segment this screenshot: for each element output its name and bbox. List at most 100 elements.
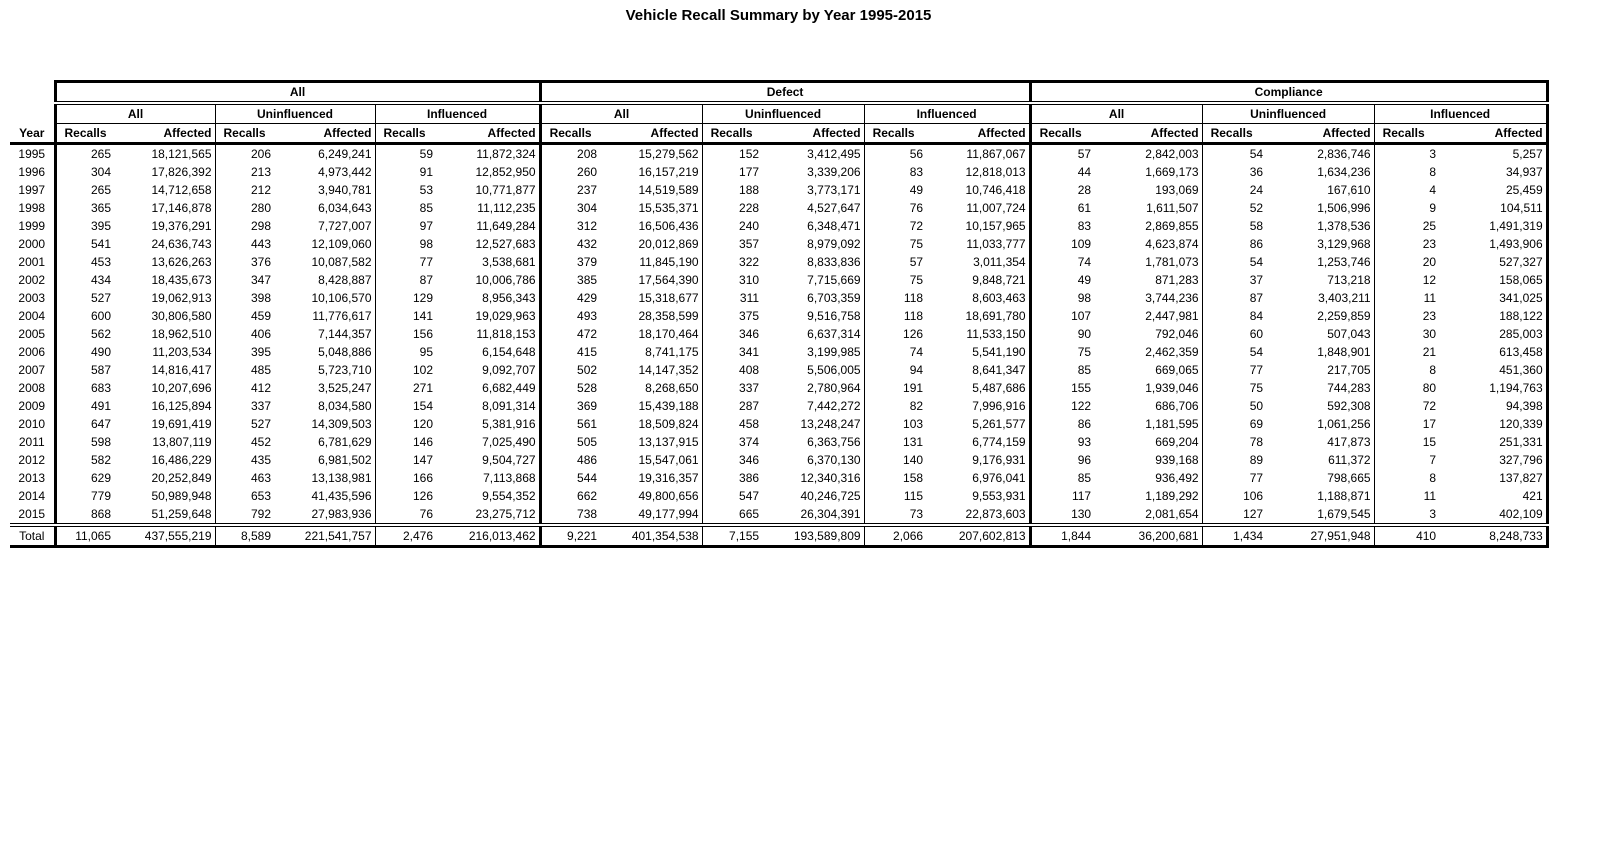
affected-cell: 19,029,963	[475, 309, 536, 323]
recalls-cell: 505	[538, 433, 614, 451]
table-row: 1995 265 18,121,565 206 6,249,241 59 11,872,32…	[10, 143, 1549, 163]
recalls-cell: 415	[538, 343, 614, 361]
affected-cell: 8,641,347	[972, 363, 1026, 377]
affected-cell: 1,848,901	[1317, 345, 1371, 359]
recalls-cell: 779	[53, 487, 127, 505]
recalls-cell: 582	[53, 451, 127, 469]
recalls-cell: 738	[538, 505, 614, 525]
recalls-cell: 30	[1373, 325, 1453, 343]
recalls-cell: 75	[1201, 379, 1280, 397]
affected-cell: 12,109,060	[311, 237, 372, 251]
affected-cell: 11,776,617	[312, 309, 372, 323]
affected-cell: 798,665	[1327, 471, 1371, 485]
recalls-cell: 49	[863, 181, 940, 199]
recalls-cell: 95	[374, 343, 449, 361]
affected-cell: 3,339,206	[807, 165, 861, 179]
affected-cell: 28,358,599	[638, 309, 699, 323]
recalls-cell: 37	[1201, 271, 1280, 289]
affected-cell: 11,867,067	[966, 147, 1026, 161]
affected-cell: 10,746,418	[965, 183, 1026, 197]
affected-cell: 12,852,950	[475, 165, 536, 179]
affected-cell: 2,780,964	[807, 381, 861, 395]
recalls-cell: 8,589	[214, 523, 287, 548]
recalls-cell: 598	[53, 433, 127, 451]
table-row: 2007 587 14,816,417 485 5,723,710 102 9,092,70…	[10, 361, 1549, 379]
year-cell: 2010	[18, 417, 46, 431]
recalls-cell: 265	[53, 181, 127, 199]
affected-cell: 792,046	[1155, 327, 1199, 341]
recalls-cell: 490	[53, 343, 127, 361]
recalls-cell: 662	[538, 487, 614, 505]
year-cell: 2008	[18, 381, 46, 395]
affected-cell: 6,348,471	[807, 219, 861, 233]
affected-cell: 8,741,175	[645, 345, 699, 359]
recalls-cell: 4	[1373, 181, 1453, 199]
page-title: Vehicle Recall Summary by Year 1995-2015	[625, 7, 932, 24]
recalls-cell: 502	[538, 361, 614, 379]
affected-cell: 18,691,780	[965, 309, 1026, 323]
recalls-cell: 36	[1201, 163, 1280, 181]
affected-cell: 8,956,343	[482, 291, 536, 305]
recalls-cell: 44	[1028, 163, 1108, 181]
affected-cell: 5,261,577	[972, 417, 1026, 431]
recalls-cell: 73	[863, 505, 940, 525]
affected-cell: 3,011,354	[973, 255, 1026, 269]
affected-cell: 1,253,746	[1317, 255, 1371, 269]
affected-cell: 16,486,229	[151, 453, 212, 467]
recalls-cell: 280	[214, 199, 287, 217]
affected-cell: 6,154,648	[482, 345, 536, 359]
subgroup-header-defect-uninfluenced: Uninfluenced	[701, 103, 865, 124]
affected-cell: 6,774,159	[972, 435, 1026, 449]
recalls-cell: 337	[701, 379, 776, 397]
affected-cell: 11,818,153	[476, 327, 536, 341]
affected-cell: 8,833,836	[807, 255, 861, 269]
affected-cell: 5,048,886	[318, 345, 372, 359]
recalls-cell: 304	[538, 199, 614, 217]
recalls-column-header: Recalls	[1028, 123, 1108, 145]
affected-cell: 3,129,968	[1317, 237, 1371, 251]
subgroup-header-compliance-influenced: Influenced	[1373, 103, 1549, 124]
total-label: Total	[10, 523, 55, 548]
recalls-cell: 527	[53, 289, 127, 307]
affected-cell: 36,200,681	[1107, 523, 1203, 548]
affected-cell: 23,275,712	[475, 507, 536, 521]
recalls-cell: 376	[214, 253, 287, 271]
subgroup-header-all-influenced: Influenced	[374, 103, 541, 124]
recalls-cell: 11	[1373, 487, 1453, 505]
recalls-cell: 683	[53, 379, 127, 397]
recalls-cell: 12	[1373, 271, 1453, 289]
subgroup-header-defect-all: All	[538, 103, 703, 124]
affected-cell: 8,603,463	[972, 291, 1026, 305]
recalls-cell: 395	[214, 343, 287, 361]
recalls-cell: 23	[1373, 307, 1453, 325]
affected-cell: 2,836,746	[1317, 147, 1371, 161]
affected-cell: 417,873	[1327, 435, 1371, 449]
table-row: 2009 491 16,125,894 337 8,034,580 154 8,091,31…	[10, 397, 1549, 415]
affected-cell: 5,381,916	[482, 417, 536, 431]
affected-cell: 744,283	[1327, 381, 1371, 395]
affected-cell: 34,937	[1452, 163, 1549, 181]
affected-cell: 5,257	[1452, 143, 1549, 163]
affected-cell: 9,553,931	[972, 489, 1026, 503]
affected-cell: 15,547,061	[638, 453, 699, 467]
affected-cell: 221,541,757	[287, 523, 375, 548]
table-row: 2006 490 11,203,534 395 5,048,886 95 6,154,648…	[10, 343, 1549, 361]
affected-cell: 3,773,171	[807, 183, 861, 197]
year-cell: 2015	[18, 507, 46, 521]
affected-cell: 167,610	[1327, 183, 1371, 197]
affected-cell: 16,125,894	[151, 399, 212, 413]
recalls-cell: 98	[374, 235, 449, 253]
table-row: 2001 453 13,626,263 376 10,087,582 77 3,538,68…	[10, 253, 1549, 271]
group-header-defect: Defect	[538, 80, 1031, 105]
recalls-cell: 91	[374, 163, 449, 181]
recalls-cell: 82	[863, 397, 940, 415]
affected-cell: 18,435,673	[151, 273, 212, 287]
recalls-cell: 96	[1028, 451, 1108, 469]
recalls-cell: 166	[374, 469, 449, 487]
affected-cell: 17,826,392	[151, 165, 212, 179]
year-cell: 2005	[18, 327, 46, 341]
affected-cell: 12,340,316	[800, 471, 861, 485]
affected-cell: 16,157,219	[638, 165, 699, 179]
affected-cell: 1,181,595	[1145, 417, 1199, 431]
recalls-cell: 432	[538, 235, 614, 253]
